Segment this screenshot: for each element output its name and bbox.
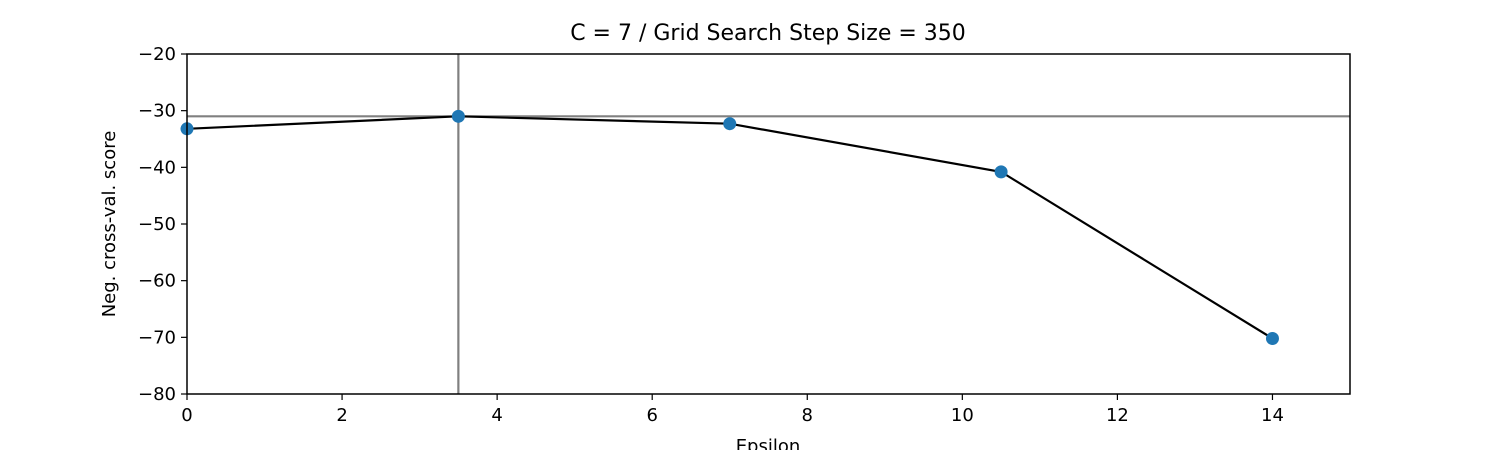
y-axis: −80 −70 −60 −50 −40 −30 −20 <box>138 44 187 405</box>
data-point <box>451 109 465 123</box>
x-tick-label: 4 <box>491 405 502 426</box>
data-point <box>723 117 737 131</box>
x-tick-label: 14 <box>1261 405 1284 426</box>
reference-lines <box>187 54 1350 394</box>
chart-title: C = 7 / Grid Search Step Size = 350 <box>570 21 966 46</box>
y-axis-label: Neg. cross-val. score <box>99 131 120 318</box>
x-tick-label: 6 <box>646 405 657 426</box>
series-layer <box>180 109 1279 345</box>
x-axis: 0 2 4 6 8 10 12 14 <box>181 394 1284 426</box>
y-tick-label: −60 <box>138 271 176 292</box>
data-point <box>1265 331 1279 345</box>
y-tick-label: −40 <box>138 157 176 178</box>
x-tick-label: 8 <box>802 405 813 426</box>
y-tick-label: −30 <box>138 101 176 122</box>
y-tick-label: −50 <box>138 214 176 235</box>
x-tick-label: 10 <box>951 405 974 426</box>
series-line <box>186 115 1274 340</box>
x-tick-label: 2 <box>336 405 347 426</box>
plot-frame <box>186 53 1351 395</box>
x-axis-label: Epsilon <box>736 436 801 450</box>
x-tick-label: 0 <box>181 405 192 426</box>
x-tick-label: 12 <box>1106 405 1129 426</box>
y-tick-label: −70 <box>138 327 176 348</box>
y-tick-label: −80 <box>138 384 176 405</box>
y-tick-label: −20 <box>138 44 176 65</box>
data-point <box>994 165 1008 179</box>
